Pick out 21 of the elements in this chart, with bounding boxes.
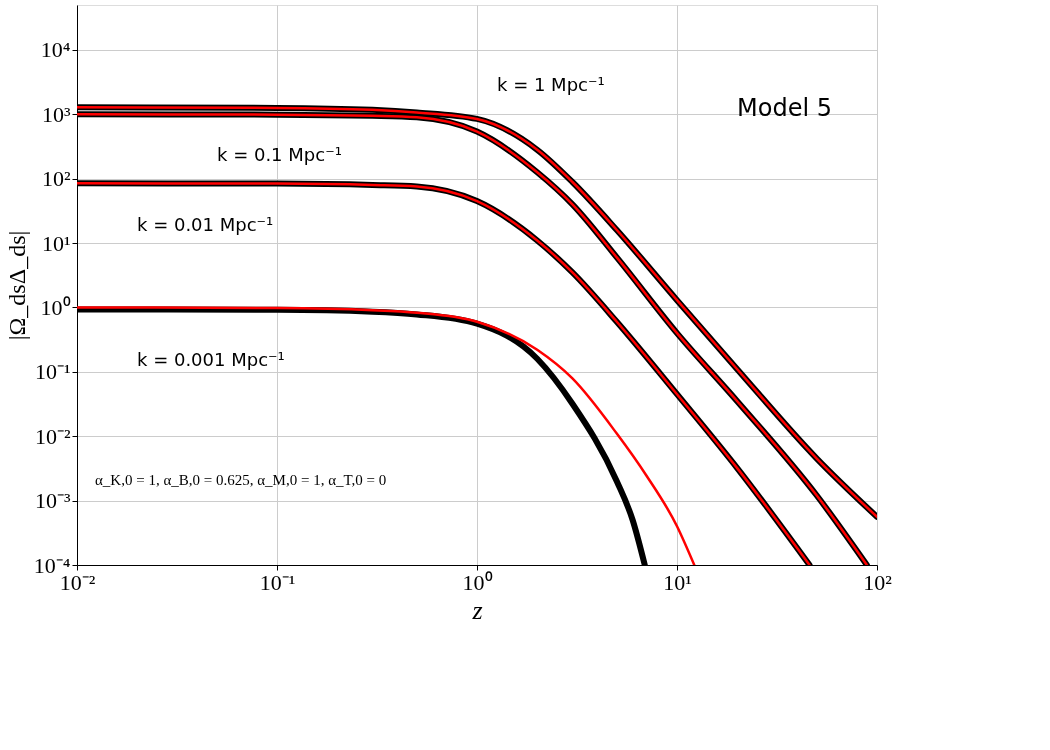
- x-axis-title: z: [471, 595, 483, 625]
- annotation: α_K,0 = 1, α_B,0 = 0.625, α_M,0 = 1, α_T,0 = 0: [95, 472, 387, 488]
- y-tick-label: 10⁴: [40, 37, 71, 63]
- annotation: k = 0.001 Mpc⁻¹: [137, 348, 285, 370]
- y-tick-label: 10¹: [41, 230, 71, 256]
- annotation: Model 5: [737, 93, 832, 122]
- y-axis-title: |Ω_dsΔ_ds|: [3, 230, 30, 341]
- y-tick-label: 10⁰: [40, 295, 71, 320]
- y-tick-label: 10⁻²: [34, 423, 71, 449]
- annotation: k = 0.1 Mpc⁻¹: [217, 144, 342, 166]
- x-tick-label: 10¹: [663, 569, 692, 595]
- x-tick-label: 10⁻¹: [259, 569, 296, 595]
- annotation: k = 0.01 Mpc⁻¹: [137, 214, 274, 236]
- y-tick-label: 10⁻³: [34, 488, 71, 514]
- x-tick-label: 10⁰: [462, 569, 493, 595]
- annotation: k = 1 Mpc⁻¹: [497, 74, 605, 96]
- x-tick-label: 10⁻²: [59, 569, 96, 595]
- y-tick-label: 10²: [41, 166, 71, 192]
- x-tick-label: 10²: [863, 569, 893, 595]
- y-tick-label: 10³: [41, 101, 71, 127]
- y-tick-label: 10⁻¹: [34, 359, 71, 385]
